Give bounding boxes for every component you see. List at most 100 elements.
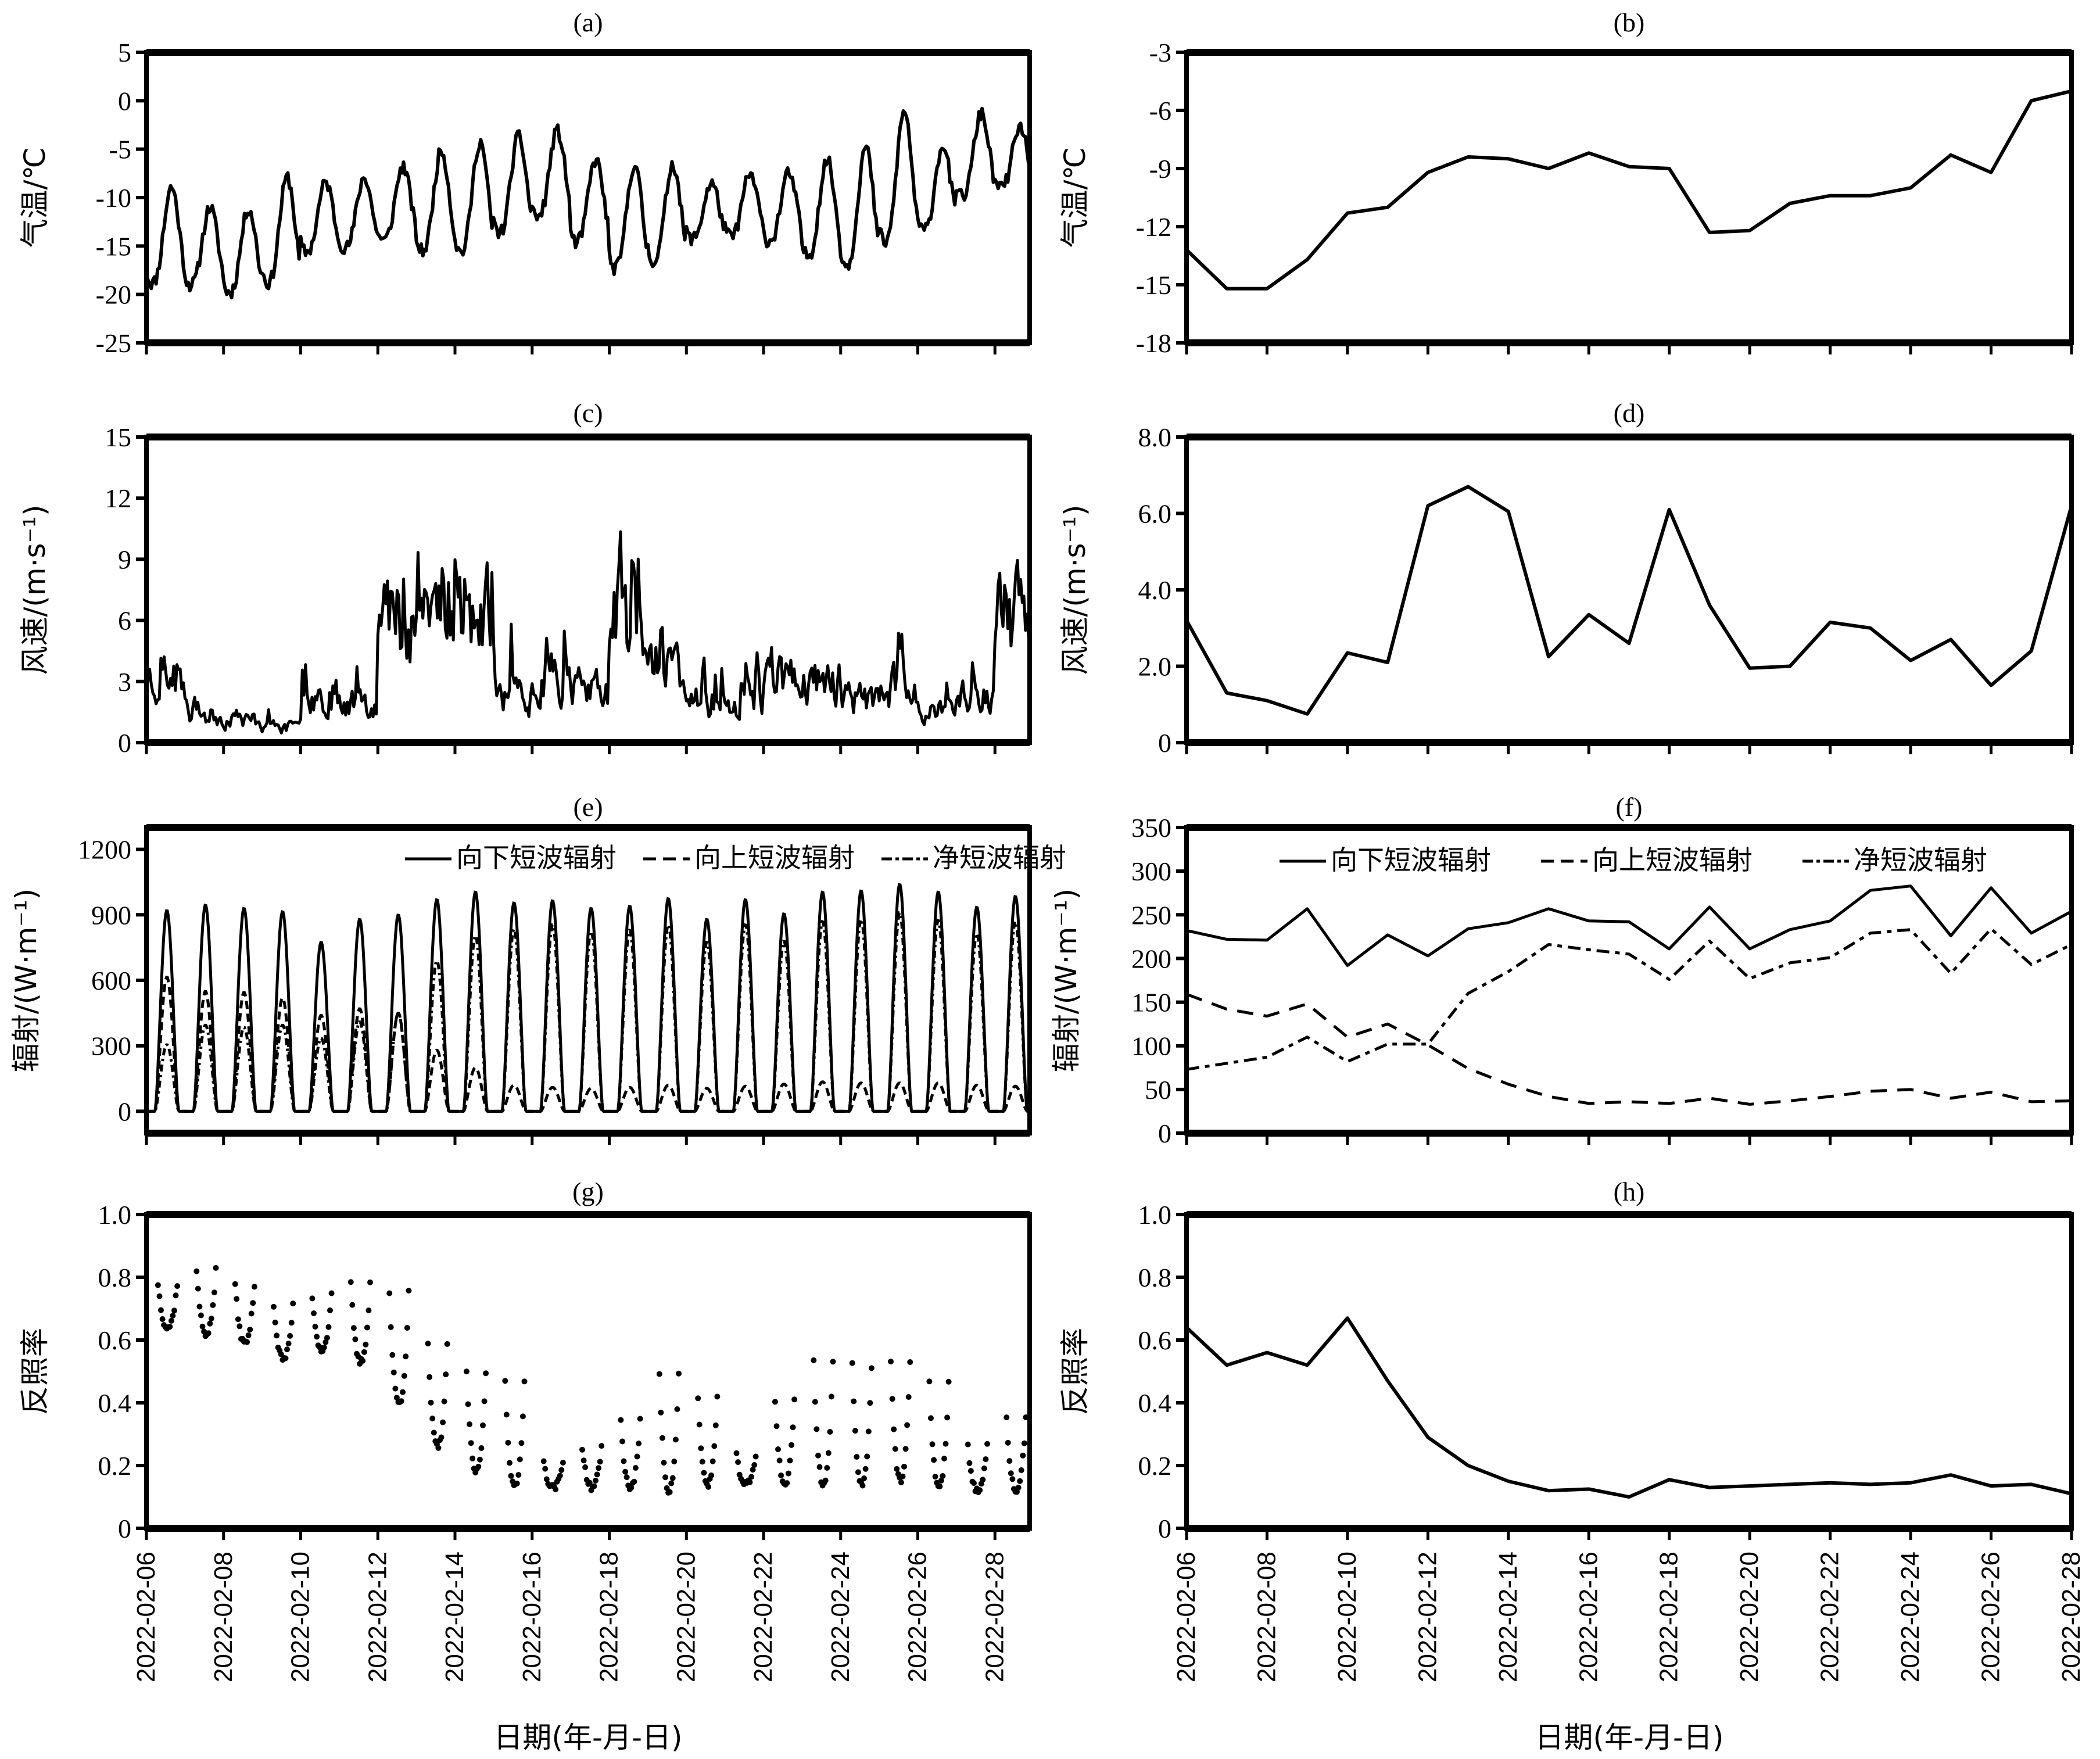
data-point	[709, 1458, 716, 1464]
data-point	[775, 1446, 781, 1452]
data-point	[937, 1483, 943, 1489]
y-tick-label: -6	[1149, 96, 1171, 126]
data-point	[941, 1456, 947, 1461]
data-point	[250, 1300, 256, 1306]
data-point	[463, 1368, 470, 1375]
data-point	[543, 1476, 550, 1482]
panel-e: (e) 1200 900 600 300 0 辐射/(W·m⁻¹) 向下短波辐射 向上短波辐射 净…	[9, 792, 1066, 1145]
plot-area	[146, 530, 1030, 735]
data-point	[406, 1288, 412, 1294]
x-tick-label: 2022-02-22	[749, 1552, 777, 1682]
y-tick-label: 15	[105, 422, 131, 452]
data-point	[156, 1293, 163, 1299]
data-point	[905, 1394, 912, 1400]
y-tick-label: -3	[1149, 38, 1171, 67]
data-point	[674, 1406, 680, 1412]
data-point	[234, 1296, 240, 1302]
data-point	[360, 1357, 366, 1364]
data-point	[251, 1284, 257, 1290]
data-point	[661, 1460, 667, 1466]
data-point	[327, 1307, 333, 1313]
legend-label-2: 向上短波辐射	[694, 842, 855, 873]
data-point	[701, 1470, 707, 1476]
data-point	[324, 1335, 330, 1341]
data-point	[632, 1465, 639, 1471]
plot-area	[1187, 485, 2072, 716]
data-point	[931, 1457, 937, 1463]
data-point	[1004, 1414, 1010, 1421]
data-point	[505, 1439, 511, 1446]
data-point	[248, 1310, 255, 1317]
data-point	[507, 1460, 513, 1466]
data-point	[560, 1460, 566, 1466]
data-point	[519, 1413, 526, 1420]
y-tick-label: 250	[1131, 900, 1171, 930]
panel-h: (h) 1.0 0.8 0.6 0.4 0.2 0 反照率 2022-02-06 2022-02-…	[1058, 1177, 2085, 1682]
data-point	[468, 1440, 474, 1446]
data-point	[428, 1399, 434, 1406]
data-point	[812, 1399, 818, 1405]
panel-title: (f)	[1616, 792, 1643, 822]
data-point	[284, 1346, 290, 1353]
data-point	[508, 1473, 514, 1479]
y-tick-label: 0	[118, 86, 131, 116]
plot-area	[1187, 1316, 2072, 1499]
y-tick-label: 350	[1131, 813, 1171, 843]
data-point	[361, 1349, 367, 1355]
data-point	[816, 1464, 823, 1470]
plot-area	[146, 883, 1030, 1113]
data-point	[232, 1281, 238, 1287]
series-line-upward-shortwave	[146, 976, 1030, 1113]
data-point	[1008, 1470, 1014, 1477]
panel-title: (b)	[1614, 8, 1645, 37]
data-point	[1009, 1476, 1016, 1482]
plot-area	[1187, 89, 2072, 291]
data-point	[1006, 1458, 1013, 1464]
data-point	[928, 1415, 934, 1421]
data-point	[390, 1369, 397, 1375]
y-tick-label: 50	[1145, 1075, 1171, 1105]
data-point	[401, 1373, 407, 1379]
y-tick-label: 1.0	[98, 1200, 132, 1230]
y-axis-label: 风速/(m·s⁻¹)	[1058, 505, 1092, 675]
data-point	[193, 1268, 200, 1274]
series-line-net-shortwave	[146, 911, 1030, 1113]
data-point	[889, 1396, 895, 1402]
data-point	[199, 1323, 206, 1330]
y-tick-label: 0.6	[1138, 1325, 1172, 1355]
y-tick-label: 600	[91, 966, 131, 995]
data-point	[282, 1355, 289, 1362]
data-point	[158, 1307, 164, 1313]
data-point	[174, 1283, 181, 1289]
data-point	[582, 1464, 589, 1470]
data-point	[467, 1421, 472, 1427]
y-tick-label: -5	[109, 135, 131, 164]
y-tick-label: 12	[105, 483, 131, 513]
data-point	[712, 1422, 719, 1428]
data-point	[386, 1290, 393, 1296]
series-line-3	[1187, 927, 2072, 1071]
y-tick-label: 150	[1131, 988, 1171, 1018]
x-tick-label: 2022-02-06	[1172, 1552, 1200, 1682]
data-point	[751, 1462, 758, 1468]
data-point	[943, 1441, 949, 1447]
data-point	[365, 1307, 372, 1313]
data-point	[325, 1324, 332, 1330]
data-point	[235, 1316, 241, 1323]
x-tick-label: 2022-02-12	[1413, 1552, 1442, 1682]
data-point	[932, 1474, 938, 1480]
data-point	[1017, 1478, 1023, 1484]
data-point	[776, 1457, 783, 1464]
data-point	[790, 1424, 796, 1431]
y-tick-label: 0	[1158, 1514, 1171, 1543]
data-point	[403, 1353, 409, 1360]
data-point	[852, 1428, 858, 1434]
data-point	[671, 1459, 678, 1464]
data-point	[659, 1435, 665, 1441]
data-point	[926, 1378, 933, 1385]
y-tick-label: 9	[118, 544, 131, 574]
data-point	[593, 1477, 599, 1484]
data-point	[814, 1426, 820, 1432]
data-point	[321, 1344, 327, 1350]
y-tick-label: 8.0	[1138, 422, 1172, 452]
